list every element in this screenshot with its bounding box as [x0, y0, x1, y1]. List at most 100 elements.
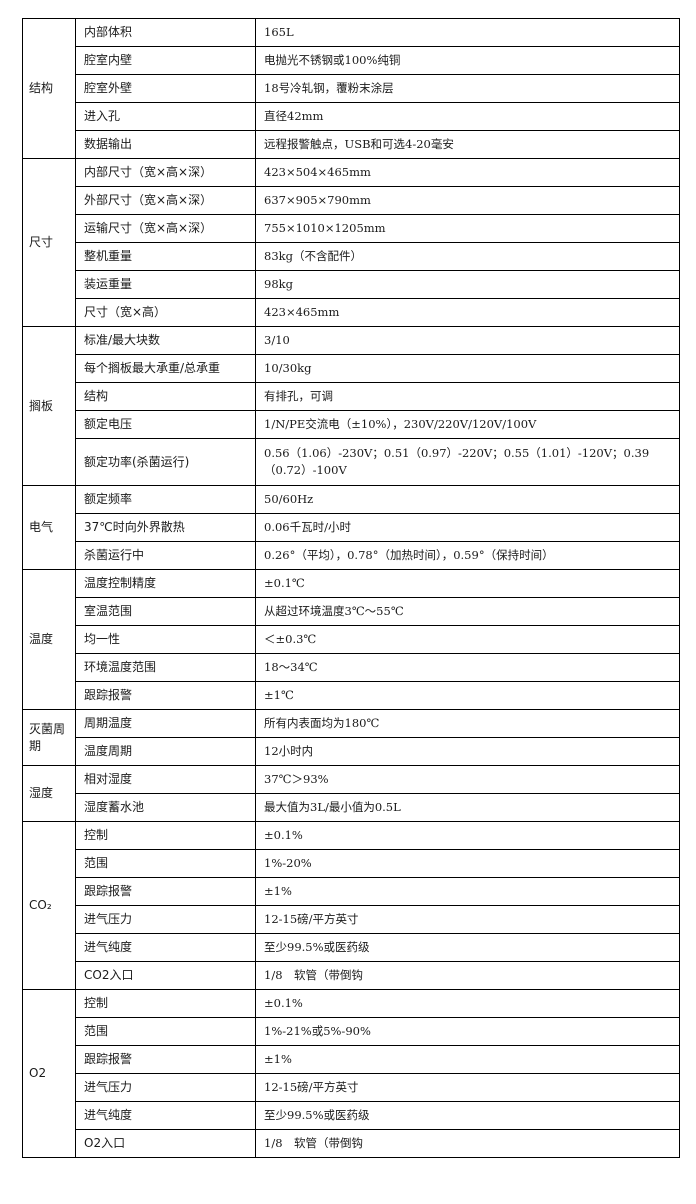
spec-label: 37℃时向外界散热: [75, 513, 256, 542]
spec-value: 12-15磅/平方英寸: [255, 905, 680, 934]
spec-value: 直径42mm: [255, 102, 680, 131]
spec-row: 室温范围 从超过环境温度3℃～55℃: [23, 597, 680, 626]
spec-label: 环境温度范围: [75, 653, 256, 682]
group-label: O2: [22, 989, 76, 1158]
spec-value: 3/10: [255, 326, 680, 355]
spec-label: 湿度蓄水池: [75, 793, 256, 822]
spec-row: 跟踪报警 ±1%: [23, 1045, 680, 1074]
spec-value: ±1%: [255, 1045, 680, 1074]
spec-row: 装运重量 98kg: [23, 270, 680, 299]
spec-row: 搁板 标准/最大块数 3/10: [22, 326, 680, 486]
spec-label: 杀菌运行中: [75, 541, 256, 570]
spec-value: 10/30kg: [255, 354, 680, 383]
spec-label: 内部尺寸（宽×高×深）: [75, 158, 256, 187]
spec-row: 腔室外壁 18号冷轧钢，覆粉末涂层: [23, 74, 680, 103]
spec-row: 湿度蓄水池 最大值为3L/最小值为0.5L: [23, 793, 680, 822]
spec-label: 额定功率(杀菌运行): [75, 438, 256, 486]
spec-label: 腔室外壁: [75, 74, 256, 103]
spec-label: 范围: [75, 1017, 256, 1046]
spec-value: ±0.1%: [255, 989, 680, 1018]
spec-value: ±1℃: [255, 681, 680, 710]
spec-value: 0.06千瓦时/小时: [255, 513, 680, 542]
spec-row: 进气纯度 至少99.5%或医药级: [23, 1101, 680, 1130]
spec-value: 最大值为3L/最小值为0.5L: [255, 793, 680, 822]
spec-row: 结构 内部体积 165L: [22, 18, 680, 159]
spec-value: 至少99.5%或医药级: [255, 933, 680, 962]
spec-label: 进气纯度: [75, 1101, 256, 1130]
spec-row: 灭菌周期 周期温度 所有内表面均为180℃: [22, 709, 680, 766]
spec-label: 控制: [75, 821, 256, 850]
group-label: CO₂: [22, 821, 76, 990]
spec-label: 装运重量: [75, 270, 256, 299]
spec-label: 运输尺寸（宽×高×深）: [75, 214, 256, 243]
spec-value: 12小时内: [255, 737, 680, 766]
spec-value: 远程报警触点，USB和可选4-20毫安: [255, 130, 680, 159]
spec-label: 进气纯度: [75, 933, 256, 962]
spec-row: 额定电压 1/N/PE交流电（±10%），230V/220V/120V/100V: [23, 410, 680, 439]
spec-row: 范围 1%-20%: [23, 849, 680, 878]
spec-row: 均一性 ＜±0.3℃: [23, 625, 680, 654]
spec-value: 1/8 软管（带倒钩: [255, 961, 680, 990]
spec-row: 范围 1%-21%或5%-90%: [23, 1017, 680, 1046]
spec-row: 湿度 相对湿度 37℃＞93%: [22, 765, 680, 822]
spec-value: 电抛光不锈钢或100%纯铜: [255, 46, 680, 75]
group-label: 温度: [22, 569, 76, 710]
spec-value: 637×905×790mm: [255, 186, 680, 215]
group-label: 搁板: [22, 326, 76, 486]
spec-label: 室温范围: [75, 597, 256, 626]
spec-row: 结构 有排孔，可调: [23, 382, 680, 411]
spec-row: 数据输出 远程报警触点，USB和可选4-20毫安: [23, 130, 680, 159]
spec-row: O2 控制 ±0.1%: [22, 989, 680, 1158]
spec-label: 额定电压: [75, 410, 256, 439]
spec-value: 从超过环境温度3℃～55℃: [255, 597, 680, 626]
spec-value: 12-15磅/平方英寸: [255, 1073, 680, 1102]
spec-label: 进气压力: [75, 905, 256, 934]
spec-value: 1/8 软管（带倒钩: [255, 1129, 680, 1158]
spec-value: 423×465mm: [255, 298, 680, 327]
spec-row: 进气纯度 至少99.5%或医药级: [23, 933, 680, 962]
spec-label: 控制: [75, 989, 256, 1018]
spec-value: 423×504×465mm: [255, 158, 680, 187]
spec-label: 数据输出: [75, 130, 256, 159]
group-label: 尺寸: [22, 158, 76, 327]
spec-value: 1%-20%: [255, 849, 680, 878]
spec-label: 范围: [75, 849, 256, 878]
spec-value: ±0.1%: [255, 821, 680, 850]
spec-row: CO₂ 控制 ±0.1%: [22, 821, 680, 990]
spec-row: 跟踪报警 ±1℃: [23, 681, 680, 710]
spec-label: 结构: [75, 382, 256, 411]
spec-label: 进气压力: [75, 1073, 256, 1102]
spec-label: 温度周期: [75, 737, 256, 766]
spec-value: 50/60Hz: [255, 485, 680, 514]
spec-label: 尺寸（宽×高）: [75, 298, 256, 327]
spec-value: 0.26°（平均），0.78°（加热时间），0.59°（保持时间）: [255, 541, 680, 570]
spec-label: 周期温度: [75, 709, 256, 738]
spec-value: 755×1010×1205mm: [255, 214, 680, 243]
spec-value: 98kg: [255, 270, 680, 299]
spec-value: 18～34℃: [255, 653, 680, 682]
spec-value: 所有内表面均为180℃: [255, 709, 680, 738]
spec-row: 温度 温度控制精度 ±0.1℃: [22, 569, 680, 710]
spec-label: 跟踪报警: [75, 681, 256, 710]
spec-label: 均一性: [75, 625, 256, 654]
spec-row: 跟踪报警 ±1%: [23, 877, 680, 906]
spec-table-body: 结构 内部体积 165L 腔室内壁 电抛光不锈钢或100%纯铜 腔室外壁 18号冷轧钢，覆粉…: [22, 18, 680, 1158]
spec-row: CO2入口 1/8 软管（带倒钩: [23, 961, 680, 990]
spec-value: 1/N/PE交流电（±10%），230V/220V/120V/100V: [255, 410, 680, 439]
group-label: 灭菌周期: [22, 709, 76, 766]
spec-value: 83kg（不含配件）: [255, 242, 680, 271]
group-label: 电气: [22, 485, 76, 570]
spec-row: 腔室内壁 电抛光不锈钢或100%纯铜: [23, 46, 680, 75]
spec-row: 进入孔 直径42mm: [23, 102, 680, 131]
spec-row: 运输尺寸（宽×高×深） 755×1010×1205mm: [23, 214, 680, 243]
spec-row: 温度周期 12小时内: [23, 737, 680, 766]
spec-row: 杀菌运行中 0.26°（平均），0.78°（加热时间），0.59°（保持时间）: [23, 541, 680, 570]
spec-value: 37℃＞93%: [255, 765, 680, 794]
spec-label: CO2入口: [75, 961, 256, 990]
spec-row: 整机重量 83kg（不含配件）: [23, 242, 680, 271]
spec-label: 内部体积: [75, 18, 256, 47]
spec-row: O2入口 1/8 软管（带倒钩: [23, 1129, 680, 1158]
spec-value: ±0.1℃: [255, 569, 680, 598]
spec-value: 有排孔，可调: [255, 382, 680, 411]
spec-value: 至少99.5%或医药级: [255, 1101, 680, 1130]
